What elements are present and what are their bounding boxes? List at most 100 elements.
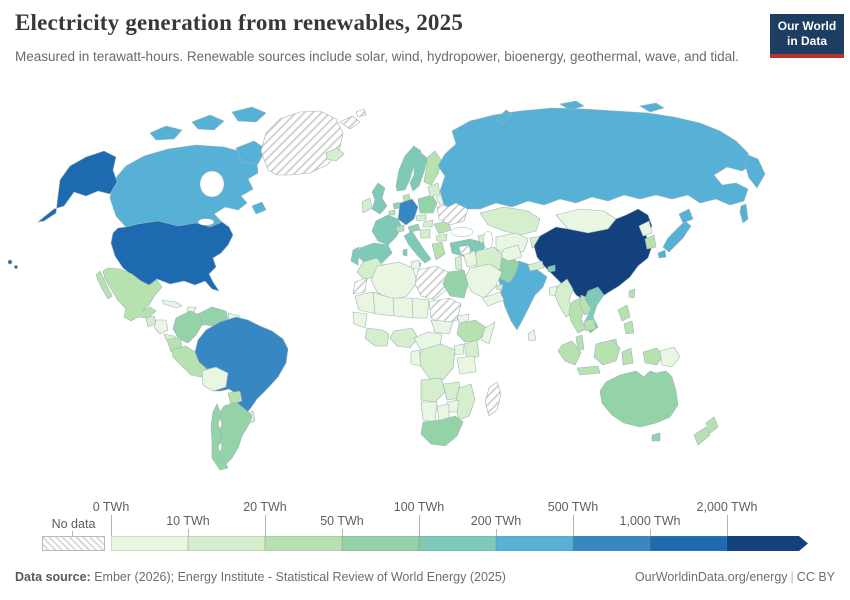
country-cuba[interactable] xyxy=(161,299,183,309)
country-greenland[interactable] xyxy=(260,110,344,176)
legend-segment-20-50[interactable] xyxy=(265,536,342,551)
country-honduras-nicaragua[interactable] xyxy=(153,319,169,335)
country-usa-hawaii2[interactable] xyxy=(14,265,18,269)
country-japan-kyushu[interactable] xyxy=(657,249,667,259)
country-usa-alaska[interactable] xyxy=(37,150,118,223)
country-russia-kamchatka[interactable] xyxy=(744,154,766,189)
country-canada[interactable] xyxy=(109,144,259,228)
country-france[interactable] xyxy=(371,214,403,246)
country-kazakhstan[interactable] xyxy=(479,206,541,236)
country-brazil[interactable] xyxy=(194,316,289,418)
country-spain[interactable] xyxy=(357,242,393,266)
country-usa-hawaii1[interactable] xyxy=(7,259,13,265)
country-west-africa-coast[interactable] xyxy=(364,327,390,347)
country-yemen-oman[interactable] xyxy=(481,291,505,307)
country-sweden[interactable] xyxy=(409,151,428,192)
country-china[interactable] xyxy=(533,208,653,301)
country-taiwan[interactable] xyxy=(628,288,636,299)
country-austria[interactable] xyxy=(407,223,421,233)
country-japan-honshu[interactable] xyxy=(662,220,692,253)
country-russia-sakhalin[interactable] xyxy=(739,203,749,224)
country-mexico[interactable] xyxy=(102,267,163,322)
country-ethiopia[interactable] xyxy=(456,319,488,343)
legend-segment-500-1000[interactable] xyxy=(573,536,650,551)
country-iraq[interactable] xyxy=(462,250,478,268)
country-romania[interactable] xyxy=(433,220,452,235)
country-malaysia-peninsula[interactable] xyxy=(575,334,585,352)
country-svalbard-2[interactable] xyxy=(355,108,367,118)
country-uae[interactable] xyxy=(495,283,504,291)
country-sri-lanka[interactable] xyxy=(527,329,537,342)
country-paraguay[interactable] xyxy=(227,390,243,406)
country-switzerland[interactable] xyxy=(395,224,405,233)
country-chile[interactable] xyxy=(210,403,229,471)
legend-segment-10-20[interactable] xyxy=(188,536,265,551)
country-poland[interactable] xyxy=(417,194,438,214)
legend-segment-100-200[interactable] xyxy=(419,536,496,551)
country-canada-baffin[interactable] xyxy=(235,140,267,165)
country-new-zealand-south[interactable] xyxy=(693,426,711,446)
country-canada-arctic1[interactable] xyxy=(149,125,183,141)
country-somalia[interactable] xyxy=(480,321,496,345)
country-belgium[interactable] xyxy=(388,209,396,216)
country-svalbard[interactable] xyxy=(339,115,361,130)
country-russia-arctic1[interactable] xyxy=(559,100,585,111)
country-philippines-luzon[interactable] xyxy=(617,304,631,322)
country-madagascar[interactable] xyxy=(484,381,502,417)
country-uk[interactable] xyxy=(371,182,388,215)
country-eritrea[interactable] xyxy=(456,313,470,324)
country-botswana[interactable] xyxy=(436,403,450,421)
legend-segment-200-500[interactable] xyxy=(496,536,573,551)
country-russia-novaya-zemlya[interactable] xyxy=(495,109,513,125)
no-data-swatch[interactable] xyxy=(42,536,105,551)
legend-segment-0-10[interactable] xyxy=(111,536,188,551)
country-russia-arctic2[interactable] xyxy=(639,102,665,113)
country-sudan[interactable] xyxy=(428,297,462,325)
country-senegal-guinea[interactable] xyxy=(352,311,368,329)
country-tunisia[interactable] xyxy=(410,259,421,270)
country-cambodia[interactable] xyxy=(583,318,597,332)
country-syria[interactable] xyxy=(458,244,472,256)
country-czechia[interactable] xyxy=(415,213,427,222)
country-nepal[interactable] xyxy=(527,260,545,272)
country-congo-gabon[interactable] xyxy=(410,349,422,367)
country-north-korea[interactable] xyxy=(638,220,653,237)
owid-logo[interactable]: Our World in Data xyxy=(770,14,844,58)
country-australia[interactable] xyxy=(599,370,679,428)
legend-segment-1000-2000[interactable] xyxy=(650,536,727,551)
country-italy-sardinia[interactable] xyxy=(402,248,408,257)
country-algeria[interactable] xyxy=(370,261,418,301)
country-israel-jordan[interactable] xyxy=(454,255,463,271)
country-tanzania[interactable] xyxy=(456,355,477,375)
country-libya[interactable] xyxy=(414,265,449,301)
legend-segment-50-100[interactable] xyxy=(342,536,419,551)
country-indonesia-java[interactable] xyxy=(576,365,601,376)
country-saudi-arabia[interactable] xyxy=(463,263,503,299)
country-argentina[interactable] xyxy=(217,401,253,465)
country-indonesia-sulawesi[interactable] xyxy=(621,347,634,366)
country-iceland[interactable] xyxy=(325,147,345,162)
legend-segment-2000+[interactable] xyxy=(727,536,808,551)
country-mexico-baja[interactable] xyxy=(95,270,113,300)
country-canada-arctic2[interactable] xyxy=(191,114,225,131)
country-angola[interactable] xyxy=(420,377,446,403)
country-papua-new-guinea[interactable] xyxy=(659,346,681,368)
country-bhutan[interactable] xyxy=(547,264,556,273)
country-colombia[interactable] xyxy=(172,310,203,344)
country-hispaniola[interactable] xyxy=(186,306,197,313)
country-greece[interactable] xyxy=(431,241,446,261)
country-nigeria[interactable] xyxy=(389,327,419,349)
country-ireland[interactable] xyxy=(361,197,373,214)
country-canada-arctic3[interactable] xyxy=(231,106,267,123)
country-uganda[interactable] xyxy=(453,343,465,356)
country-italy[interactable] xyxy=(403,230,432,264)
footer-link[interactable]: OurWorldinData.org/energy xyxy=(634,570,788,584)
country-south-africa[interactable] xyxy=(420,415,464,447)
country-netherlands[interactable] xyxy=(392,201,401,210)
country-portugal[interactable] xyxy=(350,246,360,266)
country-egypt[interactable] xyxy=(442,269,469,299)
country-balkans[interactable] xyxy=(419,228,431,239)
country-kenya[interactable] xyxy=(463,339,480,361)
country-indonesia-kalimantan[interactable] xyxy=(593,339,621,366)
country-canada-newfoundland[interactable] xyxy=(251,201,267,215)
